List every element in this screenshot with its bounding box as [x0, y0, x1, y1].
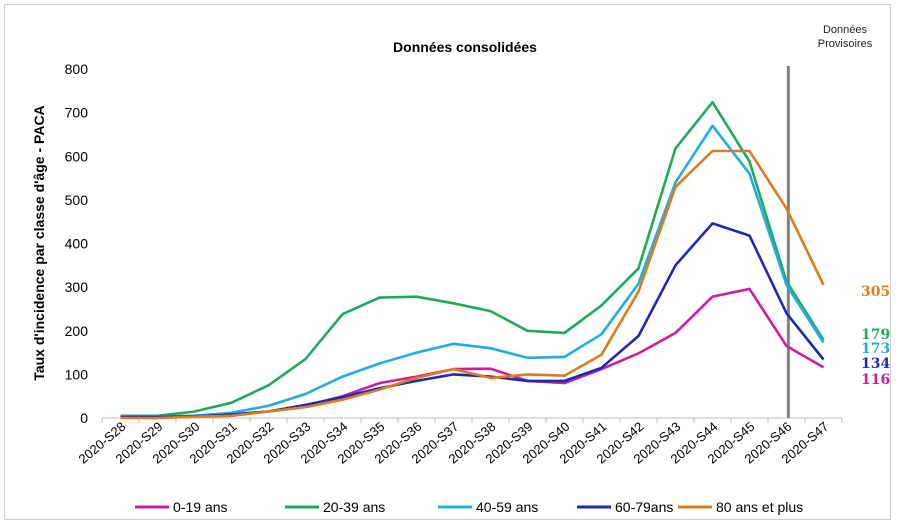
legend: 0-19 ans 20-39 ans 40-59 ans 60-79ans 80 ans… [135, 499, 803, 515]
legend-label-40-59-ans: 40-59 ans [476, 499, 538, 515]
x-tick-labels: 2020-S282020-S292020-S302020-S312020-S32… [76, 419, 832, 467]
end-label-20-39-ans: 179 [861, 327, 890, 343]
y-tick-label: 100 [65, 366, 89, 382]
end-label-40-59-ans: 173 [861, 341, 890, 357]
provisional-label: Données Provisoires [818, 24, 873, 50]
y-tick-label: 800 [65, 61, 89, 77]
y-tick-label: 500 [65, 192, 89, 208]
chart-title: Données consolidées [393, 39, 537, 55]
legend-label-20-39-ans: 20-39 ans [323, 499, 385, 515]
chart-frame [4, 4, 891, 520]
end-label-0-19-ans: 116 [861, 372, 890, 388]
series-lines [120, 100, 825, 420]
legend-label-60-79ans: 60-79ans [615, 499, 673, 515]
legend-label-80-ans-et-plus: 80 ans et plus [716, 499, 803, 515]
series-line-40-59-ans [120, 124, 825, 419]
series-line-20-39-ans [120, 100, 825, 418]
series-line-60-79ans [120, 222, 825, 419]
end-label-60-79ans: 134 [861, 356, 890, 372]
y-tick-label: 700 [65, 105, 89, 121]
provisional-label-line-2: Provisoires [818, 38, 873, 50]
provisional-label-line-1: Données [823, 24, 868, 36]
y-axis-label: Taux d'incidence par classe d'âge - PACA [31, 105, 47, 380]
y-tick-label: 600 [65, 148, 89, 164]
series-line-80-ans-et-plus [120, 149, 825, 420]
y-tick-label: 200 [65, 323, 89, 339]
y-tick-label: 0 [80, 410, 88, 426]
y-tick-label: 300 [65, 279, 89, 295]
y-tick-label: 400 [65, 236, 89, 252]
y-tick-labels: 0 100 200 300 400 500 600 700 800 [65, 61, 89, 426]
legend-label-0-19-ans: 0-19 ans [173, 499, 227, 515]
axes [101, 66, 843, 423]
end-label-80-ans-et-plus: 305 [861, 284, 890, 300]
